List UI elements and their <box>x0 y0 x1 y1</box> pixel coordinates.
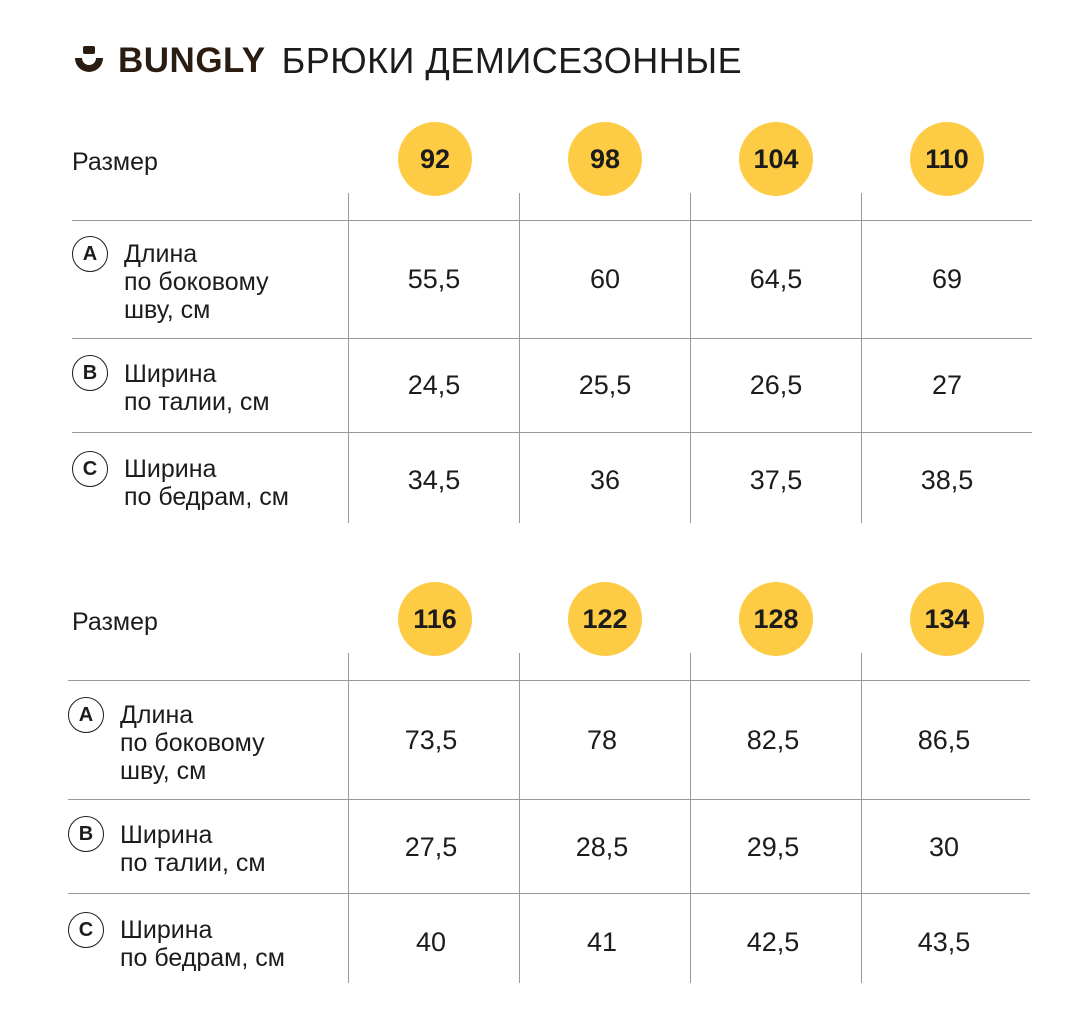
row-label-waist: Ширина по талии, см <box>120 821 266 877</box>
column-divider <box>348 653 349 983</box>
row-divider <box>68 893 1030 894</box>
column-divider <box>519 653 520 983</box>
size-badge: 128 <box>739 582 813 656</box>
table-cell: 38,5 <box>920 465 974 495</box>
table-cell: 60 <box>589 264 621 294</box>
column-divider <box>348 193 349 523</box>
row-label-waist: Ширина по талии, см <box>124 360 270 416</box>
row-divider <box>72 432 1032 433</box>
row-label-length: Длина по боковому шву, см <box>124 240 269 324</box>
table-cell: 37,5 <box>749 465 803 495</box>
row-divider <box>68 680 1030 681</box>
table-cell: 28,5 <box>575 832 629 862</box>
row-divider <box>72 220 1032 221</box>
table-cell: 73,5 <box>404 725 458 755</box>
table-cell: 64,5 <box>749 264 803 294</box>
column-divider <box>690 653 691 983</box>
table-cell: 30 <box>928 832 960 862</box>
table-cell: 27 <box>931 370 963 400</box>
column-divider <box>861 653 862 983</box>
row-badge-b: B <box>72 355 108 391</box>
row-label-hips: Ширина по бедрам, см <box>120 916 285 972</box>
bungly-logo-icon <box>75 46 103 72</box>
size-badge: 122 <box>568 582 642 656</box>
size-badge: 134 <box>910 582 984 656</box>
table-cell: 41 <box>586 927 618 957</box>
size-badge: 104 <box>739 122 813 196</box>
table-cell: 29,5 <box>746 832 800 862</box>
table-cell: 69 <box>931 264 963 294</box>
size-badge: 116 <box>398 582 472 656</box>
row-label-hips: Ширина по бедрам, см <box>124 455 289 511</box>
column-divider <box>519 193 520 523</box>
table-cell: 42,5 <box>746 927 800 957</box>
row-badge-c: C <box>72 451 108 487</box>
table-cell: 26,5 <box>749 370 803 400</box>
size-header-label: Размер <box>72 148 158 176</box>
column-divider <box>690 193 691 523</box>
brand-name: BUNGLY <box>118 41 266 80</box>
table-cell: 36 <box>589 465 621 495</box>
size-badge: 92 <box>398 122 472 196</box>
table-cell: 82,5 <box>746 725 800 755</box>
table-cell: 34,5 <box>407 465 461 495</box>
row-divider <box>72 338 1032 339</box>
page-title: БРЮКИ ДЕМИСЕЗОННЫЕ <box>281 40 743 81</box>
table-cell: 78 <box>586 725 618 755</box>
size-badge: 110 <box>910 122 984 196</box>
row-badge-b: B <box>68 816 104 852</box>
column-divider <box>861 193 862 523</box>
row-label-length: Длина по боковому шву, см <box>120 701 265 785</box>
table-cell: 55,5 <box>407 264 461 294</box>
row-badge-c: C <box>68 912 104 948</box>
table-cell: 40 <box>415 927 447 957</box>
size-header-label: Размер <box>72 608 158 636</box>
row-badge-a: A <box>68 697 104 733</box>
table-cell: 27,5 <box>404 832 458 862</box>
table-cell: 43,5 <box>917 927 971 957</box>
table-cell: 24,5 <box>407 370 461 400</box>
row-badge-a: A <box>72 236 108 272</box>
table-cell: 25,5 <box>578 370 632 400</box>
size-badge: 98 <box>568 122 642 196</box>
header: BUNGLY БРЮКИ ДЕМИСЕЗОННЫЕ <box>72 38 742 84</box>
table-cell: 86,5 <box>917 725 971 755</box>
row-divider <box>68 799 1030 800</box>
